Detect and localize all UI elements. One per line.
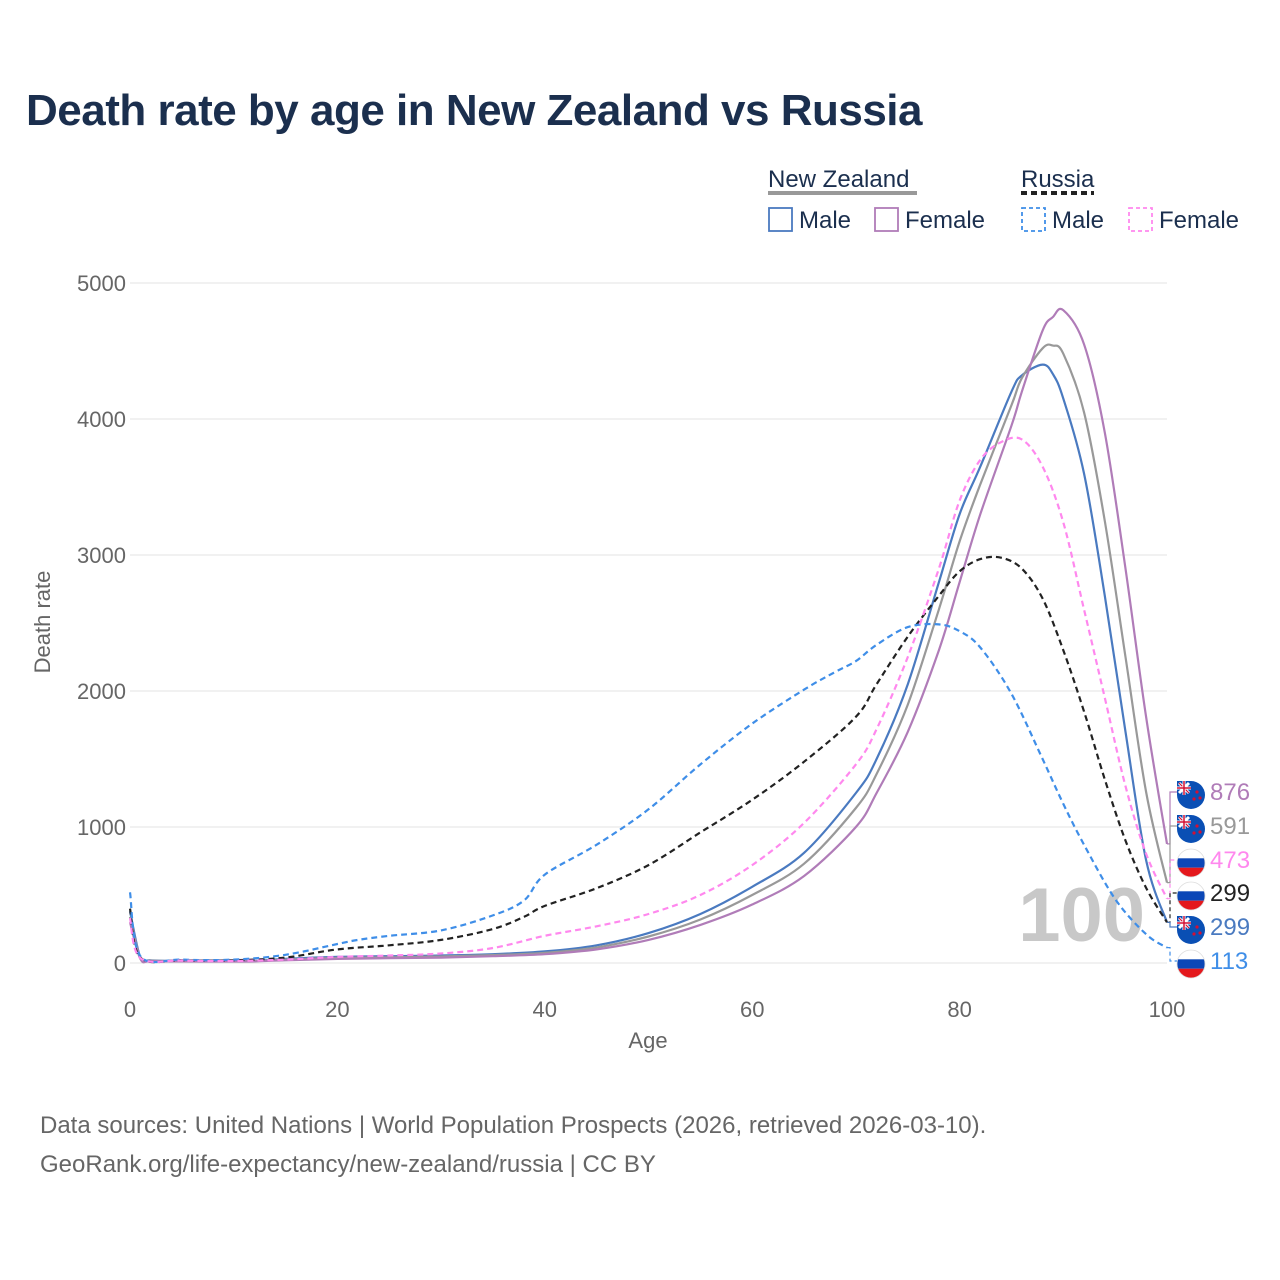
new-zealand-flag-icon <box>1177 815 1205 843</box>
legend-swatch[interactable] <box>768 207 793 232</box>
x-tick-label: 60 <box>740 997 764 1022</box>
russia-flag-icon <box>1176 848 1206 878</box>
legend[interactable]: New Zealand Male Female Russia Male Female <box>768 166 1239 234</box>
new-zealand-flag-icon <box>1177 781 1205 809</box>
end-label-connector <box>1167 947 1178 962</box>
source-link[interactable]: GeoRank.org/life-expectancy/new-zealand/… <box>40 1151 656 1178</box>
x-tick-label: 100 <box>1149 997 1186 1022</box>
footer: Data sources: United Nations | World Pop… <box>40 1106 986 1184</box>
end-label-connector <box>1167 825 1178 884</box>
end-label-connector <box>1167 892 1178 923</box>
year-watermark: 100 <box>1018 873 1145 958</box>
russia-flag-icon <box>1176 949 1206 979</box>
end-value-label: 299 <box>1210 914 1250 941</box>
y-tick-label: 4000 <box>77 407 126 432</box>
legend-swatch[interactable] <box>1021 207 1046 232</box>
legend-item-label[interactable]: Female <box>1159 207 1239 234</box>
legend-country-label: New Zealand <box>768 166 909 193</box>
end-label-connector <box>1167 921 1178 928</box>
grid: 0 1000 2000 3000 4000 5000 0 20 40 60 80 100 <box>77 271 1185 1022</box>
y-tick-label: 5000 <box>77 271 126 296</box>
axes: Death rate Age <box>30 571 668 1053</box>
y-tick-label: 0 <box>114 951 126 976</box>
legend-swatch[interactable] <box>874 207 899 232</box>
end-labels: 876 591 473 299 299 113 <box>1167 779 1250 979</box>
legend-swatch[interactable] <box>1128 207 1153 232</box>
x-axis-label: Age <box>628 1028 667 1053</box>
russia-flag-icon <box>1176 881 1206 911</box>
legend-country-label: Russia <box>1021 166 1095 193</box>
series-line-new-zealand-male[interactable] <box>128 363 1169 963</box>
new-zealand-flag-icon <box>1177 916 1205 944</box>
x-tick-label: 40 <box>533 997 557 1022</box>
legend-item-label[interactable]: Female <box>905 207 985 234</box>
x-tick-label: 0 <box>124 997 136 1022</box>
x-tick-label: 80 <box>947 997 971 1022</box>
series-line-russia-female[interactable] <box>128 436 1168 964</box>
series-line-russia-male[interactable] <box>128 622 1168 964</box>
end-value-label: 876 <box>1210 779 1250 806</box>
end-value-label: 591 <box>1210 813 1250 840</box>
chart-title: Death rate by age in New Zealand vs Russ… <box>26 86 923 135</box>
end-value-label: 299 <box>1210 880 1250 907</box>
end-value-label: 113 <box>1210 948 1248 975</box>
y-tick-label: 3000 <box>77 543 126 568</box>
data-sources-text: Data sources: United Nations | World Pop… <box>40 1112 987 1139</box>
end-label-connector <box>1167 791 1178 845</box>
y-tick-label: 1000 <box>77 815 126 840</box>
series-lines <box>128 307 1169 964</box>
legend-item-label[interactable]: Male <box>799 207 851 234</box>
series-line-russia-total[interactable] <box>128 555 1168 964</box>
end-label-connector <box>1167 859 1178 900</box>
y-axis-label: Death rate <box>30 571 55 674</box>
y-tick-label: 2000 <box>77 679 126 704</box>
series-line-new-zealand-female[interactable] <box>128 307 1169 964</box>
x-tick-label: 20 <box>325 997 349 1022</box>
legend-item-label[interactable]: Male <box>1052 207 1104 234</box>
end-value-label: 473 <box>1210 847 1250 874</box>
